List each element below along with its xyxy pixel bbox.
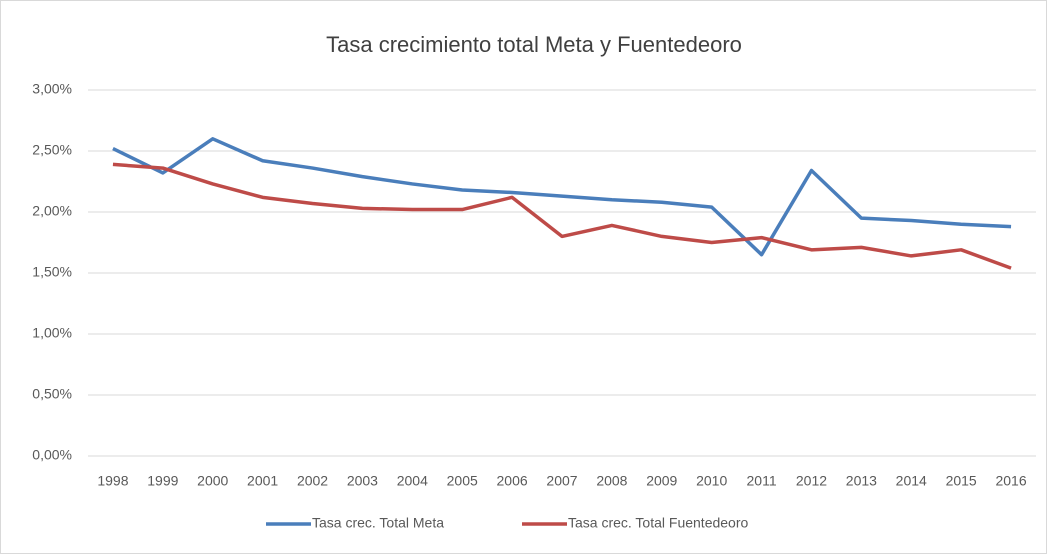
chart-title: Tasa crecimiento total Meta y Fuentedeor… — [326, 32, 742, 57]
y-tick-label: 3,00% — [32, 81, 72, 97]
x-tick-label: 2010 — [696, 473, 727, 489]
y-tick-label: 2,50% — [32, 142, 72, 158]
x-tick-label: 2012 — [796, 473, 827, 489]
legend-label: Tasa crec. Total Fuentedeoro — [568, 515, 749, 531]
y-tick-label: 1,50% — [32, 264, 72, 280]
y-tick-label: 2,00% — [32, 203, 72, 219]
x-tick-label: 2000 — [197, 473, 228, 489]
y-tick-label: 0,50% — [32, 386, 72, 402]
x-tick-label: 2008 — [596, 473, 627, 489]
x-tick-label: 2004 — [397, 473, 428, 489]
x-tick-label: 2002 — [297, 473, 328, 489]
x-tick-label: 1999 — [147, 473, 178, 489]
x-tick-label: 2009 — [646, 473, 677, 489]
series-line — [112, 162, 1012, 270]
y-tick-label: 0,00% — [32, 447, 72, 463]
x-tick-label: 1998 — [97, 473, 128, 489]
x-tick-label: 2011 — [747, 473, 777, 489]
y-tick-label: 1,00% — [32, 325, 72, 341]
x-tick-label: 2006 — [497, 473, 528, 489]
legend-label: Tasa crec. Total Meta — [312, 515, 444, 531]
x-tick-label: 2015 — [946, 473, 977, 489]
x-tick-label: 2003 — [347, 473, 378, 489]
x-tick-label: 2016 — [995, 473, 1026, 489]
series-line — [112, 137, 1012, 257]
x-tick-label: 2013 — [846, 473, 877, 489]
x-tick-label: 2001 — [247, 473, 278, 489]
x-tick-label: 2005 — [447, 473, 478, 489]
x-tick-label: 2014 — [896, 473, 927, 489]
x-tick-label: 2007 — [546, 473, 577, 489]
